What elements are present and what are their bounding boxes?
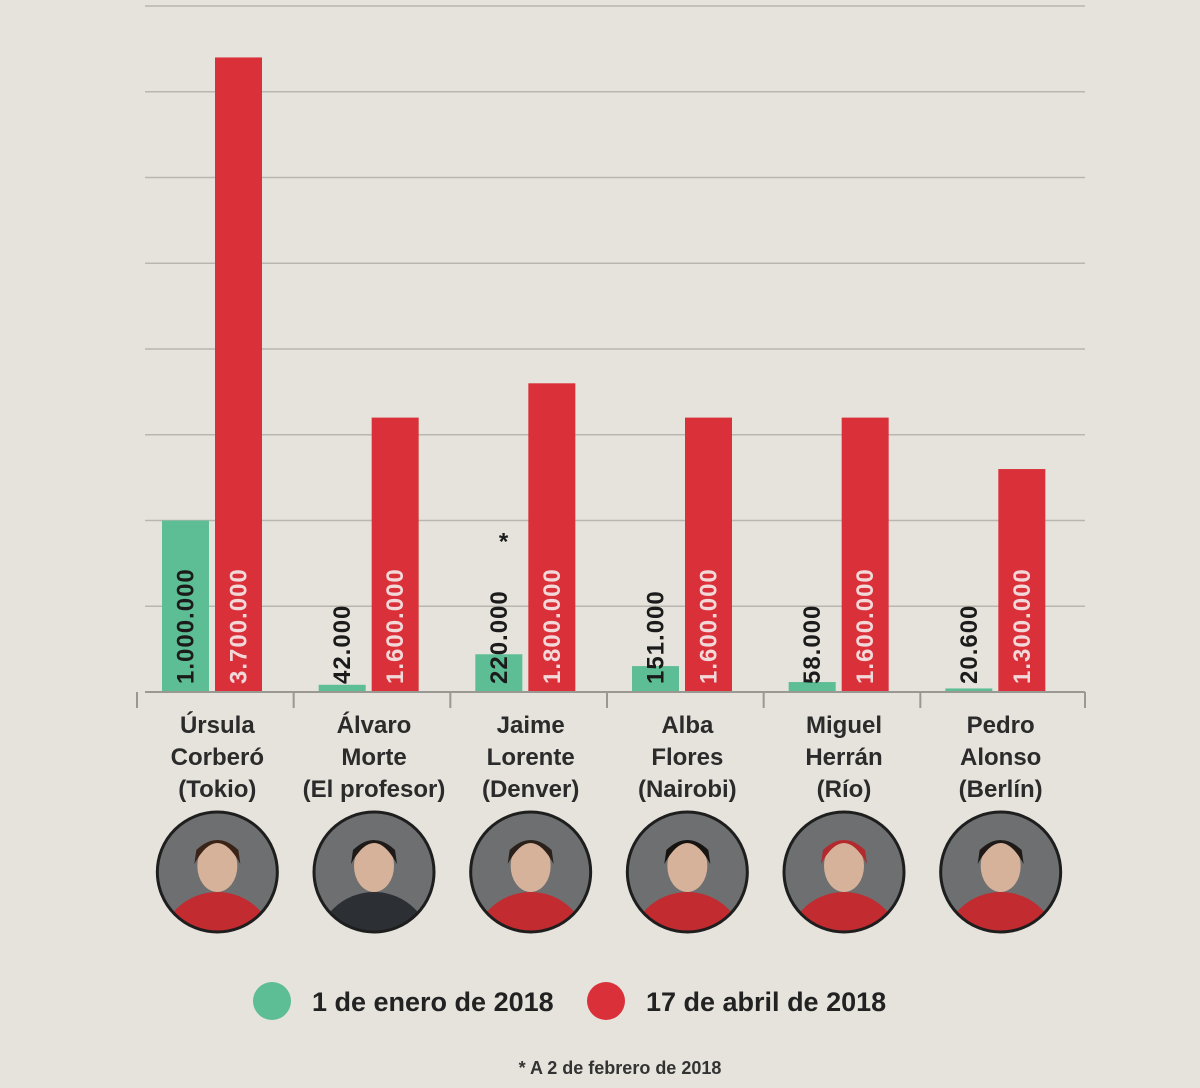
avatar-frame	[469, 810, 593, 934]
avatar-frame	[625, 810, 749, 934]
portrait-icon	[783, 811, 905, 933]
category-label: Alonso	[960, 744, 1041, 771]
legend: 1 de enero de 2018 17 de abril de 2018	[253, 982, 886, 1020]
bar	[632, 666, 679, 692]
category-label: (Nairobi)	[638, 776, 737, 803]
category-label: (Río)	[817, 776, 872, 803]
category-label: Flores	[651, 744, 723, 771]
bar-value-label: 1.600.000	[852, 568, 879, 684]
bar	[528, 383, 576, 692]
category-label: (Tokio)	[178, 776, 256, 803]
category-label: Alba	[661, 712, 714, 739]
portrait-icon	[156, 811, 279, 933]
legend-label-0: 1 de enero de 2018	[312, 987, 554, 1017]
avatar-hair	[351, 840, 397, 864]
bar	[685, 417, 732, 692]
category-label: (El profesor)	[303, 776, 446, 803]
category-label: Pedro	[967, 712, 1035, 739]
category-label: (Denver)	[482, 776, 579, 803]
avatar-body	[472, 892, 589, 933]
category-label: Álvaro	[337, 711, 412, 739]
bar-value-label: 220.000	[486, 590, 513, 684]
bar-value-label: 1.800.000	[539, 568, 566, 684]
bar-value-label: 42.000	[329, 605, 356, 684]
footnote: * A 2 de febrero de 2018	[519, 1058, 722, 1078]
avatar-body	[159, 892, 276, 933]
avatar-face	[510, 840, 551, 892]
avatar-frame	[312, 810, 436, 934]
avatar-face	[980, 840, 1021, 892]
bar	[841, 417, 889, 692]
bar	[162, 520, 209, 692]
avatar-body	[786, 892, 902, 933]
category-label: (Berlín)	[959, 776, 1043, 803]
legend-swatch-red	[587, 982, 625, 1020]
category-label: Úrsula	[180, 711, 255, 739]
avatar-face	[354, 840, 394, 892]
bar	[788, 682, 836, 692]
avatar-hair	[821, 840, 867, 864]
bar-value-label: 151.000	[643, 590, 670, 684]
avatar-frame	[155, 810, 279, 934]
avatar-hair	[194, 840, 241, 864]
bar	[475, 654, 523, 692]
avatar-body	[629, 892, 746, 933]
gridlines	[145, 5, 1085, 693]
footnote-text: * A 2 de febrero de 2018	[519, 1058, 722, 1078]
portrait-icon	[626, 811, 749, 933]
bar	[945, 688, 993, 693]
category-labels: Úrsula Corberó (Tokio) Álvaro Morte (El profe…	[136, 691, 1086, 803]
avatar-frame	[782, 810, 906, 934]
avatar-face	[667, 840, 708, 892]
bar-value-label: 1.600.000	[382, 568, 409, 684]
category-label: Miguel	[806, 712, 882, 739]
avatar-frame	[939, 810, 1063, 934]
bar	[318, 684, 366, 692]
bars: 1.000.000 42.000 220.000 * 151.000 58.000 20.6…	[162, 57, 1046, 693]
bar-value-label: 3.700.000	[226, 568, 253, 684]
bar	[998, 469, 1046, 692]
avatar-hair	[507, 840, 554, 864]
avatar-body	[942, 892, 1059, 933]
legend-swatch-green	[253, 982, 291, 1020]
bar-value-label: 20.600	[956, 605, 983, 684]
portrait-icon	[939, 811, 1062, 933]
category-label: Herrán	[805, 744, 882, 771]
avatar-face	[197, 840, 238, 892]
portrait-icon	[469, 811, 592, 933]
bar-value-label: 1.000.000	[173, 568, 200, 684]
bar-value-label: 1.600.000	[696, 568, 723, 684]
bar-annotation: *	[499, 529, 509, 556]
avatar-hair	[977, 840, 1024, 864]
avatar-hair	[664, 840, 711, 864]
bar-value-label: 1.300.000	[1009, 568, 1036, 684]
category-label: Jaime	[497, 712, 565, 739]
bar-value-label: 58.000	[799, 605, 826, 684]
bar	[371, 417, 419, 692]
category-label: Morte	[341, 744, 406, 771]
portrait-icon	[313, 811, 435, 933]
category-label: Corberó	[171, 744, 264, 771]
avatar-face	[824, 840, 864, 892]
legend-label-1: 17 de abril de 2018	[646, 987, 886, 1017]
category-label: Lorente	[487, 744, 575, 771]
bar	[215, 57, 262, 692]
avatars	[155, 810, 1063, 934]
avatar-body	[316, 892, 432, 933]
